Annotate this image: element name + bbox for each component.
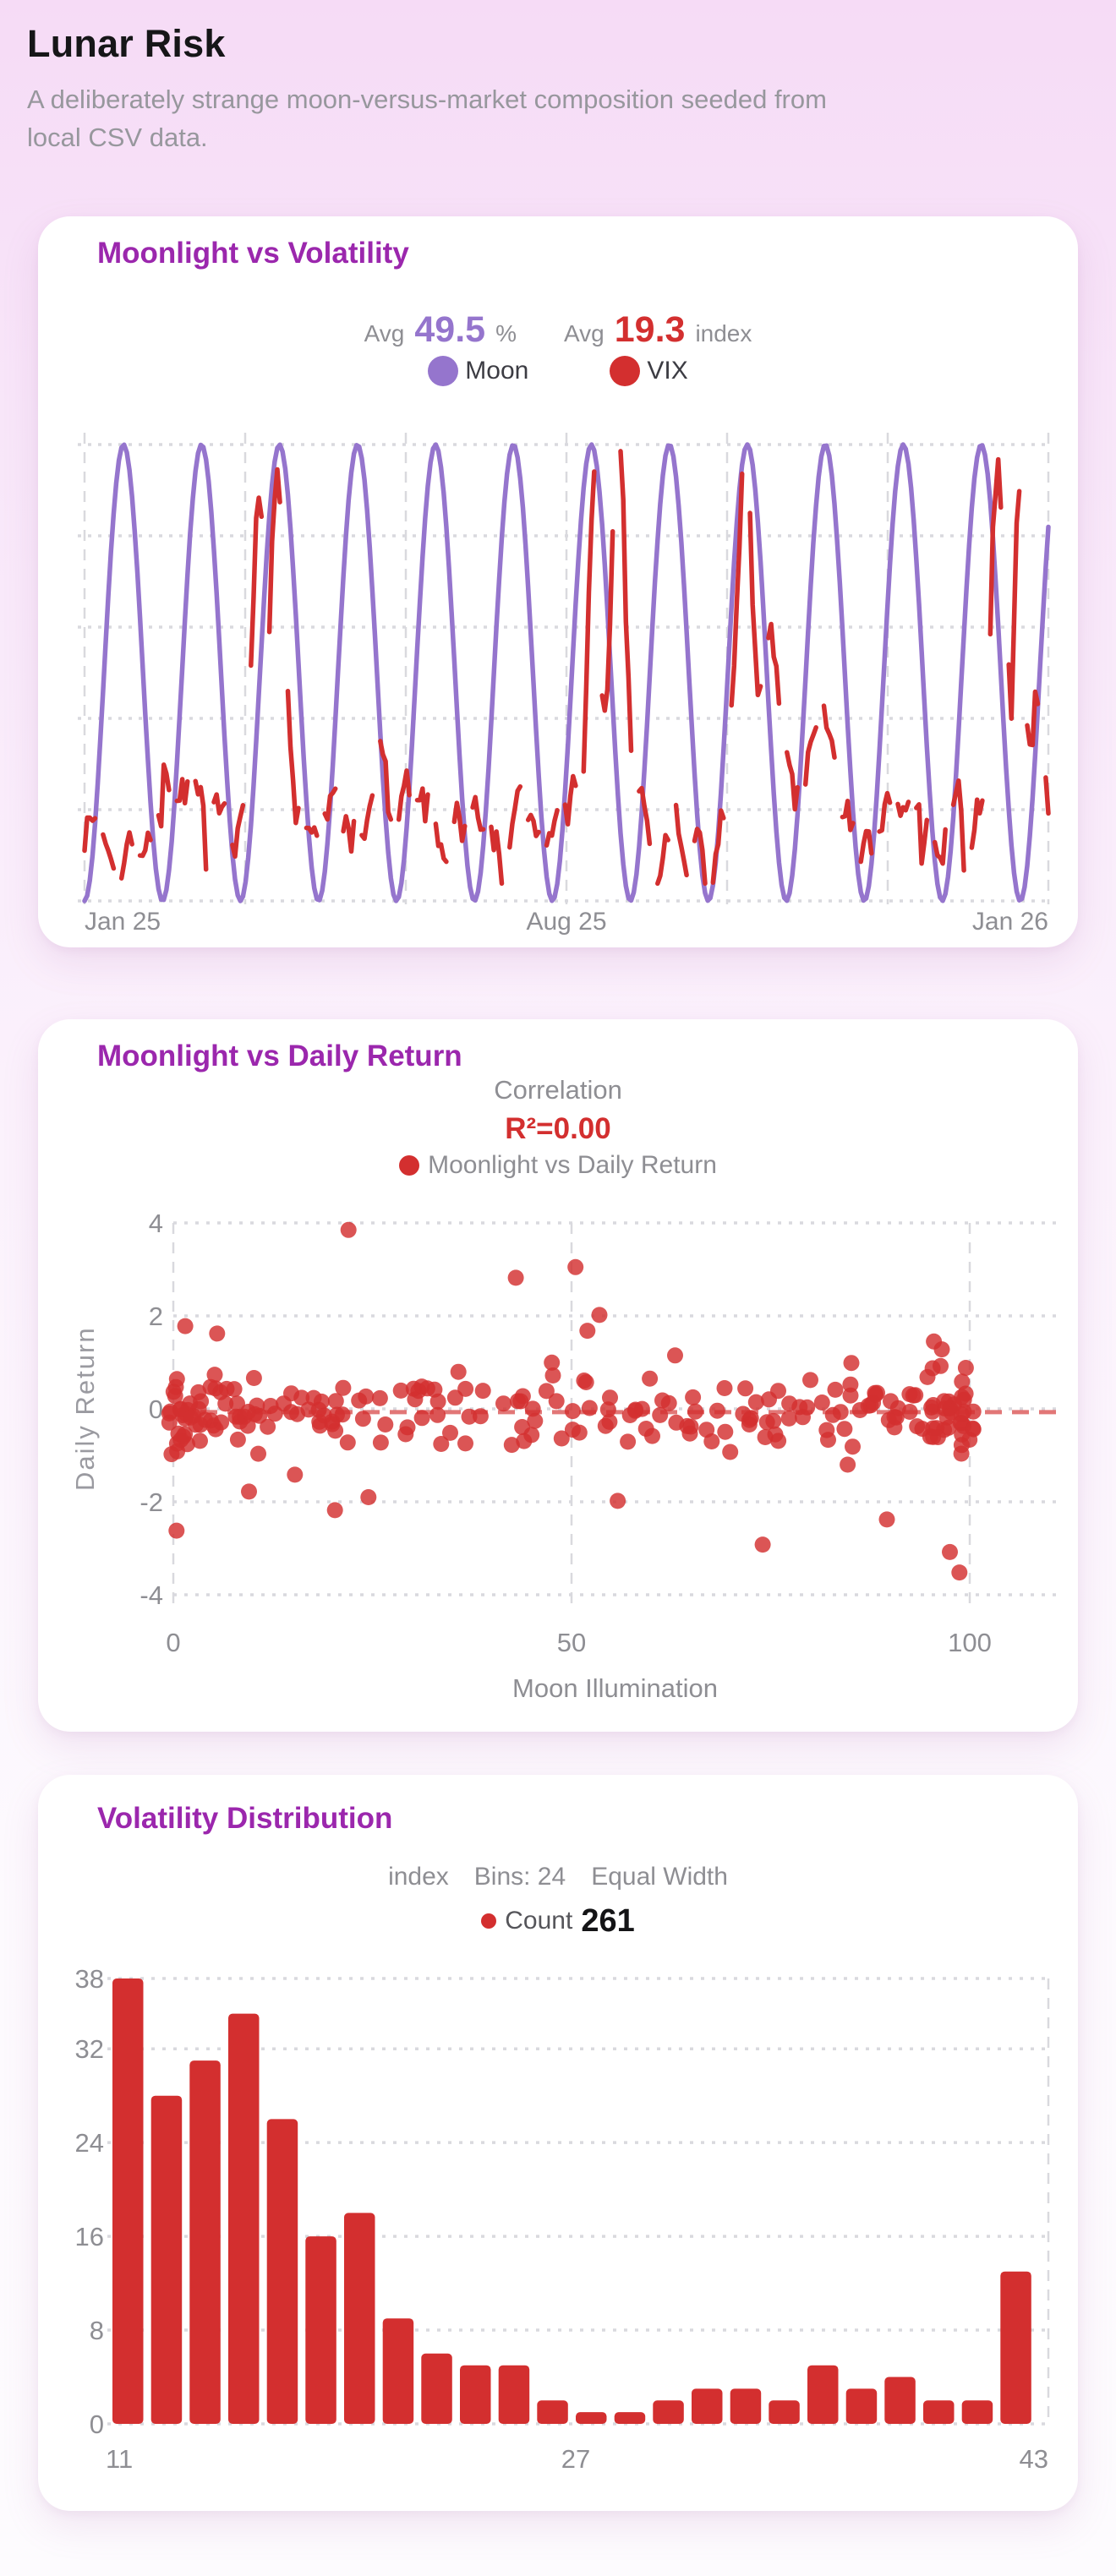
x-axis-labels: Jan 25 Aug 25 Jan 26 <box>85 908 1048 936</box>
histogram-meta: index Bins: 24 Equal Width <box>38 1863 1078 1891</box>
stat-unit: index <box>695 319 752 347</box>
legend-item-vix: VIX <box>610 355 688 386</box>
count-legend: Count 261 <box>38 1903 1078 1940</box>
stats-row: Avg 49.5 % Avg 19.3 index <box>38 309 1078 351</box>
moonlight-vs-volatility-card: Moonlight vs Volatility Avg 49.5 % Avg 1… <box>38 216 1078 947</box>
scatter-series-dot-icon <box>399 1154 420 1176</box>
scatter-points <box>161 1221 982 1580</box>
vix-series-dot-icon <box>610 355 641 386</box>
svg-text:43: 43 <box>1020 2444 1048 2474</box>
gridlines <box>78 432 1052 904</box>
legend-label: Moonlight vs Daily Return <box>428 1150 717 1179</box>
y-tick-labels: 4 2 0 -2 -4 <box>140 1209 163 1610</box>
count-label: Count <box>505 1907 573 1935</box>
unit-label: index <box>388 1862 449 1891</box>
correlation-label: Correlation <box>494 1074 622 1105</box>
volatility-histogram-chart: 38 32 24 16 8 011 27 43 <box>75 1964 1050 2474</box>
moon-average-value: 49.5 <box>414 308 486 350</box>
stat-label: Avg <box>563 319 604 347</box>
x-tick-labels: 11 27 43 <box>106 2444 1048 2474</box>
svg-text:8: 8 <box>90 2316 104 2345</box>
svg-text:24: 24 <box>75 2128 104 2158</box>
svg-text:2: 2 <box>149 1302 163 1331</box>
moon-series-dot-icon <box>428 355 459 386</box>
svg-text:0: 0 <box>149 1394 163 1424</box>
stat-unit: % <box>495 319 517 347</box>
svg-text:4: 4 <box>149 1209 163 1238</box>
card-title: Moonlight vs Daily Return <box>97 1039 462 1072</box>
svg-text:32: 32 <box>75 2034 104 2064</box>
vix-average-stat: Avg 19.3 index <box>564 309 752 351</box>
moonlight-vix-line-chart <box>78 432 1052 904</box>
x-tick-aug25: Aug 25 <box>526 907 607 936</box>
page-title: Lunar Risk <box>27 22 226 65</box>
count-series-dot-icon <box>481 1913 497 1929</box>
x-tick-jan25: Jan 25 <box>85 907 161 936</box>
card-title: Moonlight vs Volatility <box>97 236 409 270</box>
page-header: Lunar Risk A deliberately strange moon-v… <box>0 0 1116 157</box>
moon-average-stat: Avg 49.5 % <box>364 309 517 351</box>
stat-label: Avg <box>364 319 405 347</box>
svg-text:0: 0 <box>90 2410 104 2439</box>
svg-text:38: 38 <box>75 1964 104 1994</box>
svg-text:-2: -2 <box>140 1487 163 1517</box>
moonlight-vs-daily-return-card: Moonlight vs Daily Return Correlation R²… <box>38 1018 1078 1732</box>
vix-line <box>82 449 1051 887</box>
volatility-distribution-card: Volatility Distribution index Bins: 24 E… <box>38 1774 1078 2511</box>
page-subtitle: A deliberately strange moon-versus-marke… <box>27 85 827 152</box>
svg-text:27: 27 <box>561 2444 590 2474</box>
bins-label: Bins: 24 <box>473 1862 566 1891</box>
x-tick-jan26: Jan 26 <box>971 907 1048 936</box>
moonlight-return-scatter-chart: 420-2-40 50 100 <box>140 1209 1059 1657</box>
count-value: 261 <box>581 1902 635 1939</box>
svg-text:0: 0 <box>166 1628 180 1657</box>
moon-line <box>82 442 1051 903</box>
svg-text:100: 100 <box>948 1628 992 1657</box>
x-tick-labels: 0 50 100 <box>166 1628 991 1657</box>
chart-legend: Moon VIX <box>38 355 1078 386</box>
legend-item-moon: Moon <box>428 355 529 386</box>
svg-text:16: 16 <box>75 2222 104 2251</box>
x-axis-title: Moon Illumination <box>512 1673 718 1703</box>
svg-text:50: 50 <box>557 1628 586 1657</box>
legend-label: Moon <box>465 356 529 385</box>
gridlines <box>107 1977 1050 2426</box>
legend-label: VIX <box>647 356 688 385</box>
vix-average-value: 19.3 <box>614 308 686 350</box>
r-squared-value: R²=0.00 <box>505 1111 611 1145</box>
svg-text:-4: -4 <box>140 1580 163 1610</box>
bin-mode-label: Equal Width <box>591 1862 728 1891</box>
y-tick-labels: 38 32 24 16 8 0 <box>75 1964 104 2439</box>
scatter-legend: Moonlight vs Daily Return <box>38 1151 1078 1180</box>
card-title: Volatility Distribution <box>97 1801 393 1835</box>
bars <box>112 1978 1031 2424</box>
svg-text:11: 11 <box>106 2444 133 2474</box>
